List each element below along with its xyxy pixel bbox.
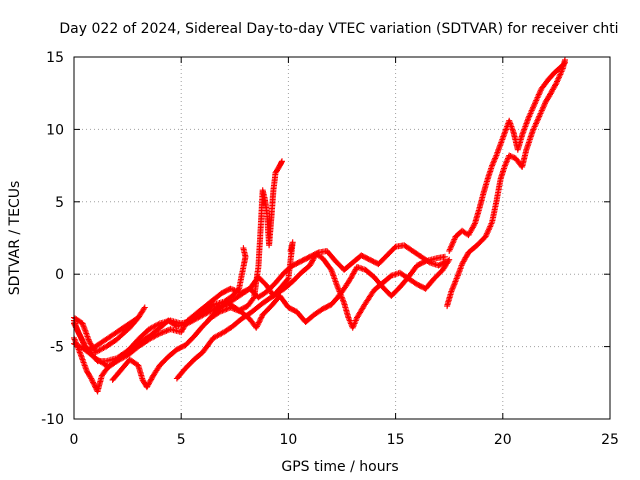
plus-markers — [173, 250, 453, 382]
y-tick-label: -5 — [50, 340, 64, 356]
y-tick-label: 10 — [46, 122, 64, 138]
x-tick-label: 25 — [601, 432, 619, 448]
x-tick-label: 15 — [387, 432, 405, 448]
x-tick-label: 20 — [494, 432, 512, 448]
y-tick-label: 15 — [46, 50, 64, 66]
axis-ticks — [73, 56, 611, 420]
data-trace-trace-6 — [173, 250, 453, 382]
tick-labels: 0 5 10 15 20 25 -10 -5 0 5 10 15 — [41, 50, 619, 448]
y-tick-label: 5 — [55, 195, 64, 211]
plus-markers — [446, 59, 568, 254]
data-trace-trace-7 — [203, 242, 451, 325]
plus-markers — [203, 242, 451, 325]
plus-markers — [444, 56, 568, 310]
x-tick-label: 10 — [279, 432, 297, 448]
data-trace-trace-8 — [444, 56, 568, 310]
x-tick-label: 5 — [177, 432, 186, 448]
plot-frame — [73, 56, 611, 420]
y-axis-label: SDTVAR / TECUs — [7, 181, 23, 296]
data-trace-trace-9 — [446, 59, 568, 254]
x-axis-label: GPS time / hours — [281, 459, 398, 475]
y-tick-label: 0 — [55, 267, 64, 283]
y-tick-label: -10 — [41, 412, 64, 428]
grid-lines — [74, 57, 610, 419]
x-tick-label: 0 — [70, 432, 79, 448]
chart-title: Day 022 of 2024, Sidereal Day-to-day VTE… — [59, 21, 618, 37]
data-layer — [71, 56, 568, 395]
